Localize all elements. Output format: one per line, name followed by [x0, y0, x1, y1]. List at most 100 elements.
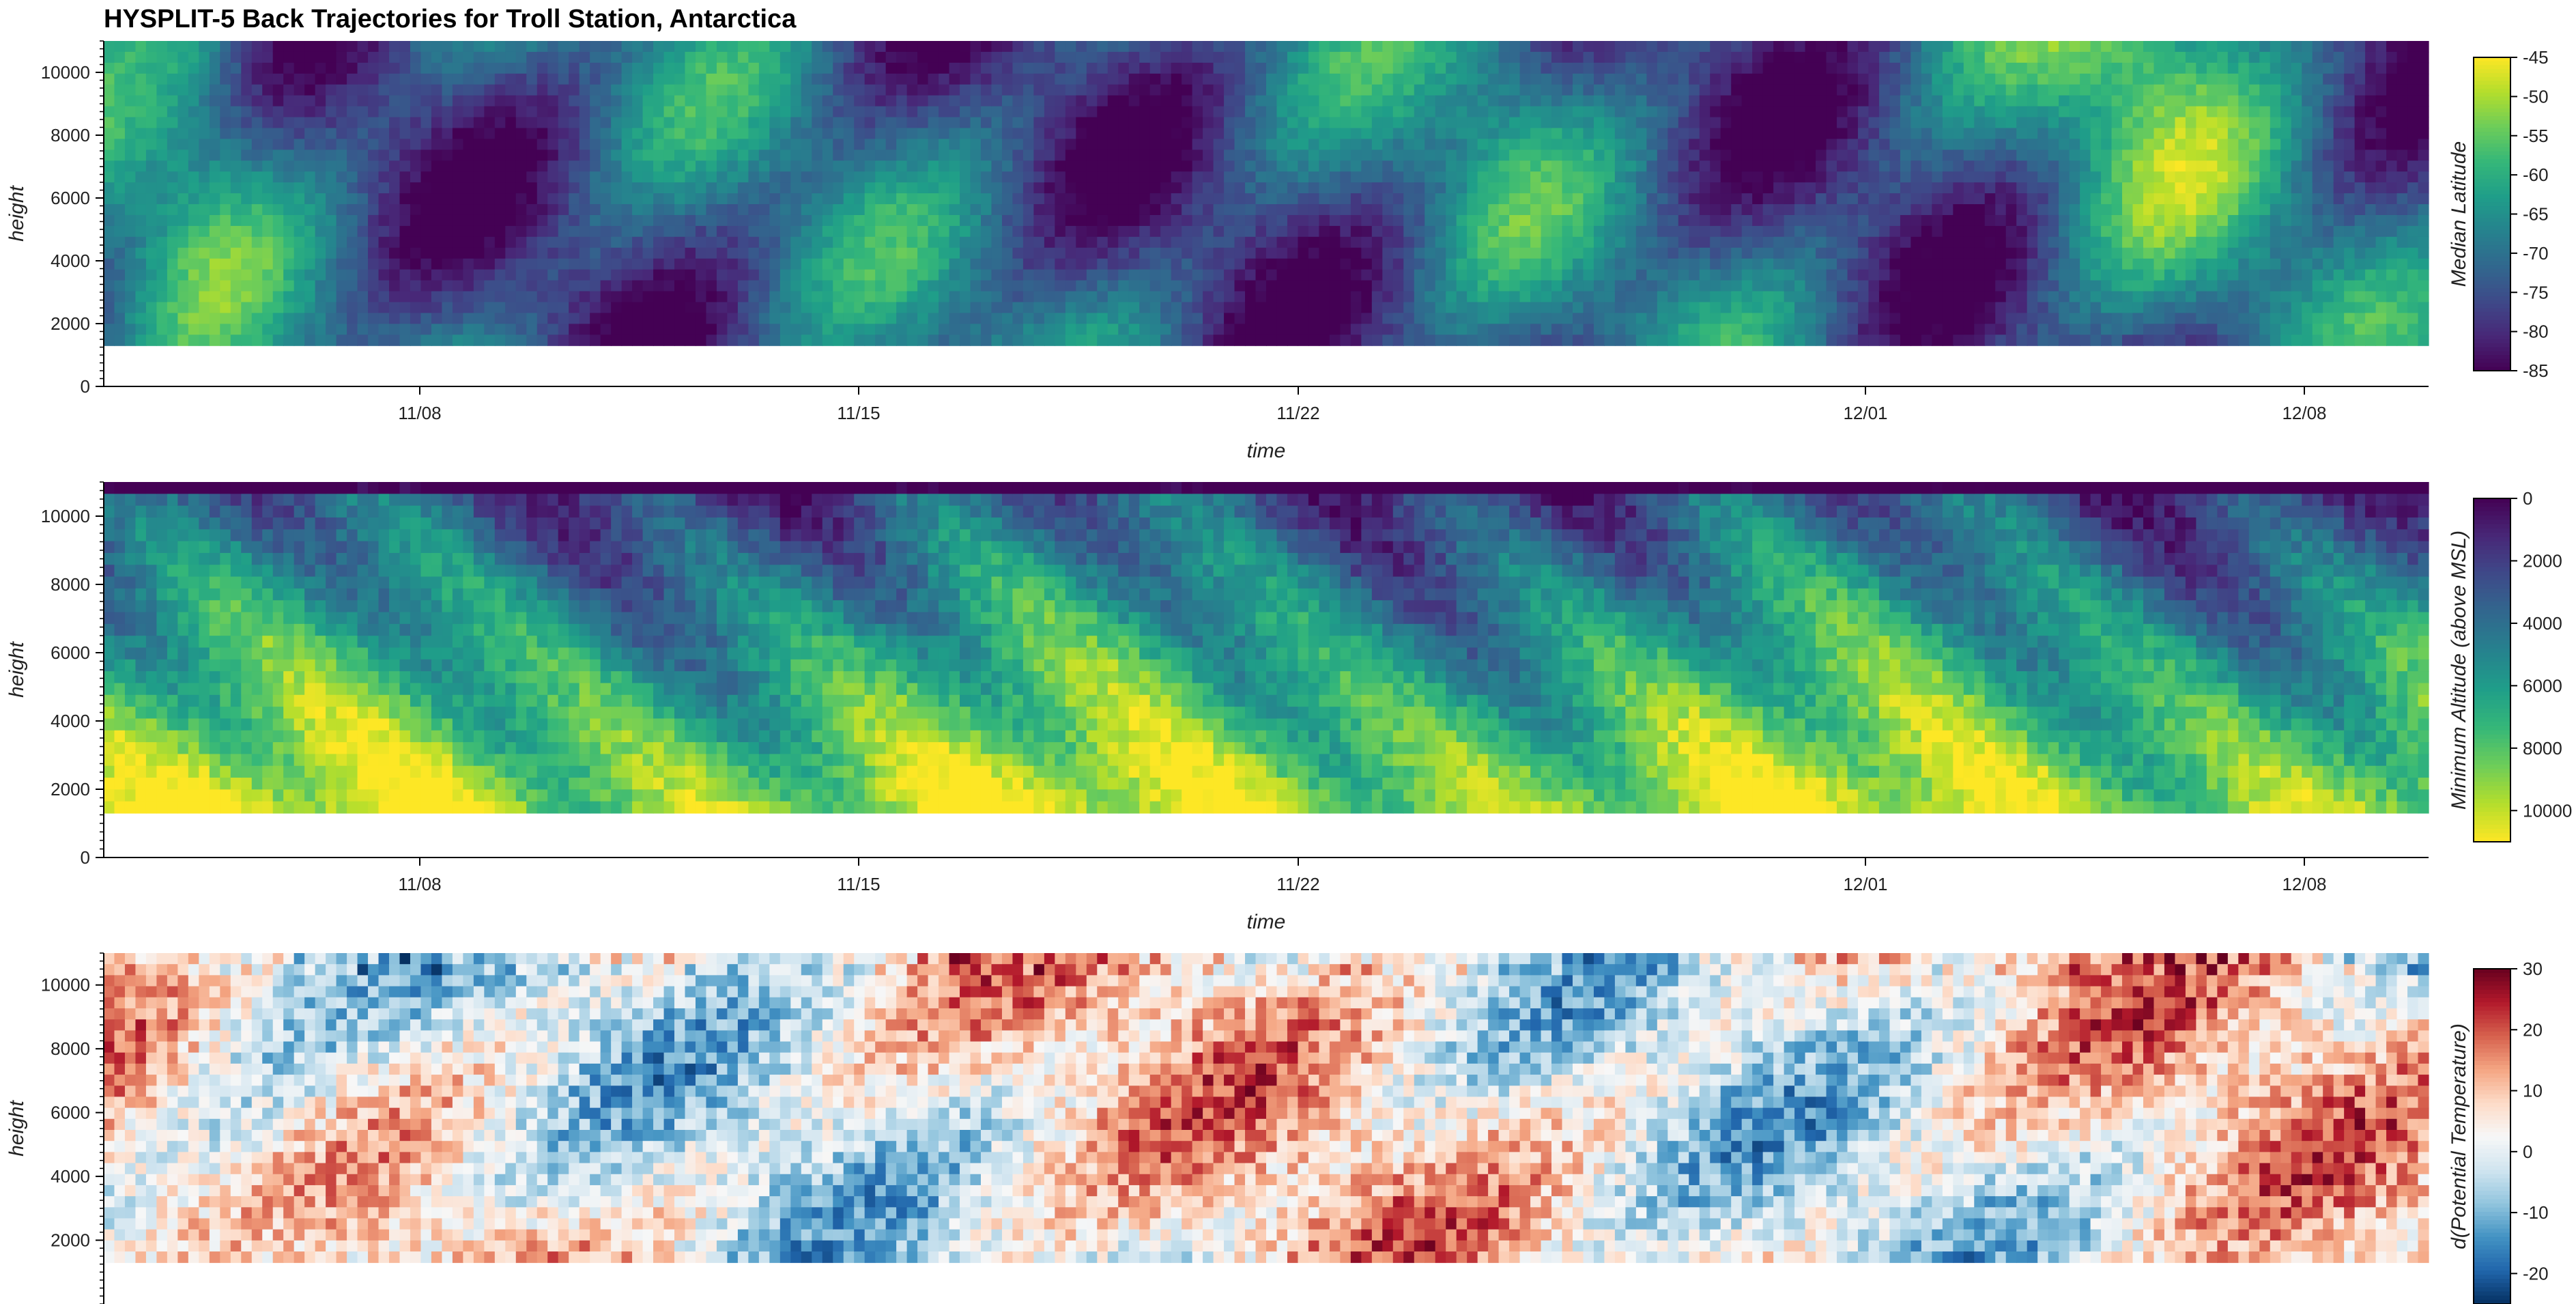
heatmap-cell — [590, 95, 601, 107]
heatmap-cell — [1646, 139, 1658, 150]
heatmap-cell — [1635, 51, 1647, 63]
heatmap-cell — [1192, 324, 1203, 335]
heatmap-cell — [1245, 106, 1257, 118]
heatmap-cell — [1371, 51, 1383, 63]
heatmap-cell — [1001, 236, 1014, 249]
heatmap-cell — [558, 41, 569, 53]
heatmap-cell — [1741, 269, 1753, 281]
heatmap-cell — [336, 84, 347, 96]
heatmap-cell — [167, 324, 178, 335]
heatmap-cell — [1720, 62, 1732, 74]
heatmap-cell — [1308, 204, 1320, 216]
heatmap-cell — [272, 247, 284, 259]
heatmap-cell — [230, 258, 242, 270]
heatmap-cell — [1139, 324, 1151, 335]
heatmap-cell — [1519, 117, 1531, 129]
heatmap-cell — [1255, 302, 1267, 313]
heatmap-cell — [1847, 313, 1859, 324]
heatmap-cell — [1488, 204, 1500, 216]
heatmap-cell — [1371, 182, 1383, 194]
heatmap-cell — [241, 236, 253, 249]
heatmap-cell — [1234, 214, 1246, 227]
heatmap-cell — [1572, 160, 1584, 172]
heatmap-cell — [1805, 302, 1816, 313]
heatmap-cell — [1878, 41, 1891, 53]
heatmap-cell — [515, 291, 527, 303]
heatmap-cell — [220, 204, 231, 216]
heatmap-cell — [463, 258, 474, 270]
heatmap-cell — [1762, 73, 1774, 85]
heatmap-cell — [167, 41, 178, 53]
heatmap-cell — [1668, 171, 1679, 183]
heatmap-cell — [209, 160, 220, 172]
heatmap-cell — [1668, 117, 1679, 129]
heatmap-cell — [505, 291, 517, 303]
heatmap-cell — [145, 84, 158, 96]
heatmap-cell — [262, 117, 274, 129]
heatmap-cell — [1456, 302, 1468, 313]
heatmap-cell — [1614, 204, 1626, 216]
heatmap-cell — [473, 280, 485, 292]
heatmap-cell — [1509, 225, 1521, 238]
heatmap-cell — [1720, 302, 1732, 313]
heatmap-cell — [1509, 41, 1521, 53]
heatmap-cell — [1731, 182, 1743, 194]
heatmap-cell — [347, 247, 358, 259]
heatmap-cell — [727, 324, 739, 335]
heatmap-cell — [1509, 160, 1521, 172]
heatmap-cell — [716, 335, 728, 346]
heatmap-cell — [1076, 117, 1087, 129]
heatmap-cell — [536, 62, 548, 74]
heatmap-cell — [1171, 193, 1182, 205]
heatmap-cell — [558, 258, 569, 270]
heatmap-cell — [114, 106, 126, 118]
heatmap-cell — [579, 324, 590, 335]
heatmap-cell — [970, 106, 982, 118]
heatmap-cell — [590, 128, 601, 140]
heatmap-cell — [220, 106, 231, 118]
heatmap-cell — [737, 313, 749, 324]
heatmap-cell — [1182, 258, 1193, 270]
heatmap-cell — [1382, 182, 1394, 194]
heatmap-cell — [156, 247, 168, 259]
heatmap-cell — [1868, 225, 1880, 238]
heatmap-cell — [748, 84, 760, 96]
heatmap-cell — [473, 335, 485, 346]
heatmap-cell — [1149, 182, 1161, 194]
heatmap-cell — [1646, 95, 1658, 107]
heatmap-cell — [1530, 95, 1542, 107]
heatmap-cell — [928, 313, 939, 324]
heatmap-cell — [336, 106, 347, 118]
heatmap-cell — [515, 95, 527, 107]
heatmap-cell — [1963, 139, 1975, 150]
heatmap-cell — [642, 313, 654, 324]
heatmap-cell — [378, 225, 390, 238]
heatmap-cell — [209, 291, 220, 303]
heatmap-cell — [547, 302, 559, 313]
heatmap-cell — [1720, 128, 1732, 140]
heatmap-cell — [854, 193, 865, 205]
heatmap-cell — [494, 171, 506, 183]
heatmap-cell — [1604, 95, 1616, 107]
heatmap-cell — [1192, 95, 1203, 107]
heatmap-cell — [1160, 73, 1172, 85]
heatmap-cell — [1953, 171, 1964, 183]
heatmap-cell — [917, 73, 929, 85]
heatmap-cell — [1446, 204, 1457, 216]
heatmap-cell — [928, 269, 939, 281]
heatmap-cell — [1805, 150, 1816, 161]
heatmap-cell — [505, 269, 517, 281]
heatmap-cell — [685, 128, 696, 140]
heatmap-cell — [1837, 280, 1848, 292]
heatmap-cell — [1403, 62, 1415, 74]
heatmap-cell — [1604, 280, 1616, 292]
heatmap-cell — [1699, 204, 1711, 216]
heatmap-cell — [822, 204, 833, 216]
heatmap-cell — [357, 171, 369, 183]
heatmap-cell — [642, 160, 654, 172]
heatmap-cell — [970, 51, 982, 63]
heatmap-cell — [1350, 225, 1362, 238]
heatmap-cell — [1857, 225, 1870, 238]
heatmap-cell — [1160, 225, 1172, 238]
heatmap-cell — [885, 182, 897, 194]
